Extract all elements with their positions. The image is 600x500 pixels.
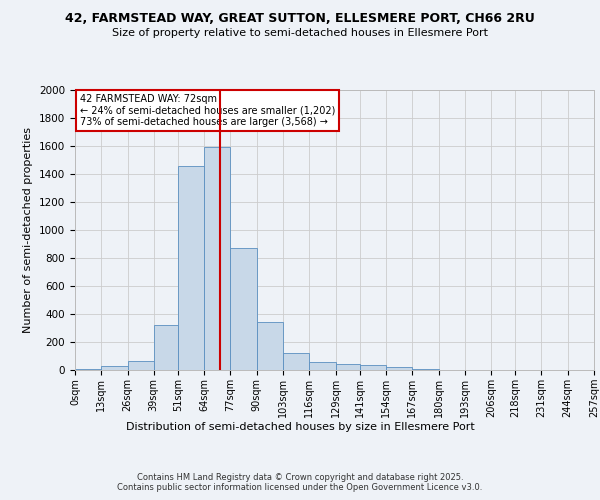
Bar bbox=[154, 325, 178, 370]
Bar bbox=[335, 364, 360, 370]
Bar bbox=[204, 148, 230, 370]
Bar bbox=[386, 367, 412, 370]
Bar bbox=[101, 366, 128, 370]
Bar bbox=[230, 248, 257, 370]
Text: Size of property relative to semi-detached houses in Ellesmere Port: Size of property relative to semi-detach… bbox=[112, 28, 488, 38]
Bar bbox=[257, 322, 283, 370]
Text: 42 FARMSTEAD WAY: 72sqm
← 24% of semi-detached houses are smaller (1,202)
73% of: 42 FARMSTEAD WAY: 72sqm ← 24% of semi-de… bbox=[80, 94, 335, 128]
Bar bbox=[178, 166, 204, 370]
Bar bbox=[283, 353, 309, 370]
Y-axis label: Number of semi-detached properties: Number of semi-detached properties bbox=[23, 127, 34, 333]
Bar bbox=[309, 362, 335, 370]
Bar bbox=[128, 361, 154, 370]
Text: Distribution of semi-detached houses by size in Ellesmere Port: Distribution of semi-detached houses by … bbox=[125, 422, 475, 432]
Bar bbox=[360, 365, 386, 370]
Bar bbox=[412, 369, 439, 370]
Bar bbox=[75, 368, 101, 370]
Text: 42, FARMSTEAD WAY, GREAT SUTTON, ELLESMERE PORT, CH66 2RU: 42, FARMSTEAD WAY, GREAT SUTTON, ELLESME… bbox=[65, 12, 535, 26]
Text: Contains HM Land Registry data © Crown copyright and database right 2025.
Contai: Contains HM Land Registry data © Crown c… bbox=[118, 472, 482, 492]
